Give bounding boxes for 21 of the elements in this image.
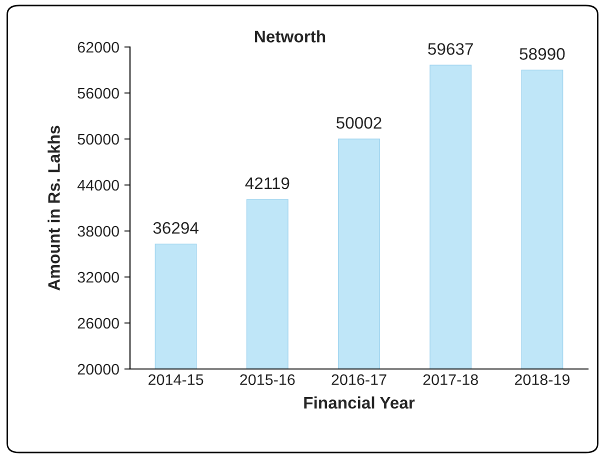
y-tick-label: 62000 [78,42,119,53]
data-label: 59637 [428,43,473,55]
chart-title: Networth [255,30,326,42]
x-tick-label: 2014-15 [148,374,204,386]
y-tick-label: 20000 [78,364,119,375]
x-axis-title: Financial Year [304,396,415,409]
x-tick-label: 2016-17 [332,374,386,386]
x-tick-label: 2015-16 [240,374,295,386]
y-tick-label: 26000 [78,318,119,329]
y-tick-label: 50000 [78,134,119,145]
y-axis-title: Amount in Rs. Lakhs [48,126,60,290]
data-label: 50002 [336,116,382,129]
y-tick-label: 38000 [78,226,119,237]
data-label: 42119 [245,177,290,190]
data-label: 58990 [520,48,565,60]
y-tick-label: 32000 [78,272,119,283]
data-label: 36294 [153,222,198,234]
x-tick-label: 2017-18 [423,374,478,386]
y-tick-label: 56000 [78,88,119,99]
y-tick-label: 44000 [77,180,119,191]
x-tick-label: 2018-19 [514,374,570,386]
